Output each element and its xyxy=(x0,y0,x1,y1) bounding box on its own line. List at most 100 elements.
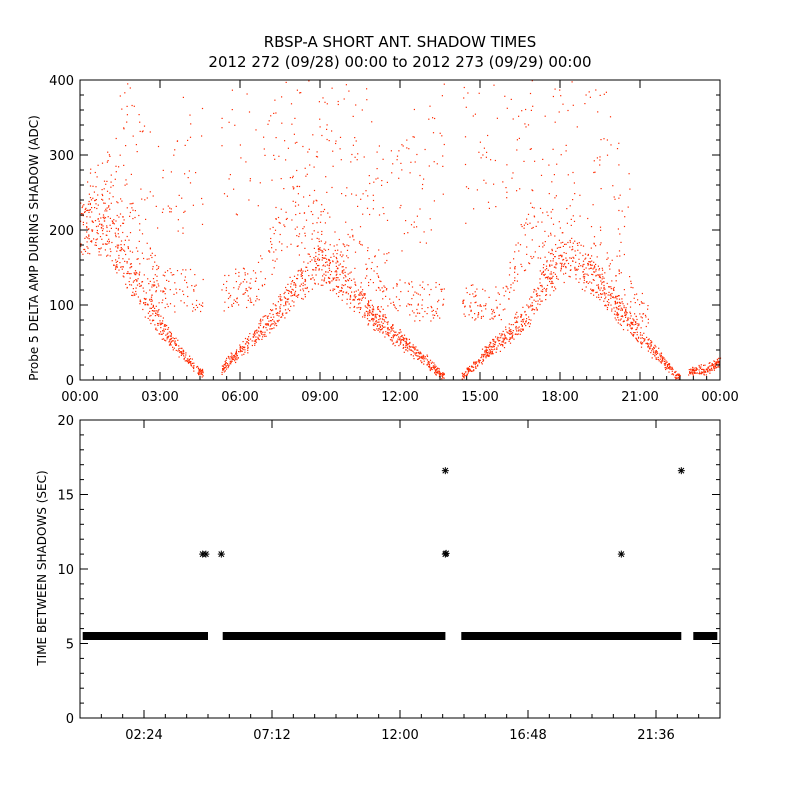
upper-data-point xyxy=(608,291,610,293)
upper-data-point xyxy=(123,244,125,246)
upper-data-point xyxy=(232,358,235,360)
upper-data-point xyxy=(408,348,410,350)
upper-data-point xyxy=(389,339,392,341)
upper-data-point xyxy=(170,208,172,210)
upper-data-point xyxy=(634,302,636,304)
upper-data-point xyxy=(162,274,164,276)
upper-data-point xyxy=(533,313,535,315)
upper-data-point xyxy=(665,368,667,371)
upper-data-point xyxy=(286,298,288,300)
upper-data-point xyxy=(227,355,229,358)
upper-data-point xyxy=(551,248,553,250)
upper-data-point xyxy=(295,295,297,297)
upper-data-point xyxy=(406,338,408,340)
upper-data-point xyxy=(710,365,712,367)
upper-data-point xyxy=(105,243,107,245)
lower-plot-frame xyxy=(79,419,721,719)
upper-data-point xyxy=(231,360,233,362)
upper-data-point xyxy=(629,188,631,190)
upper-data-point xyxy=(649,342,652,344)
upper-data-point xyxy=(363,293,365,295)
upper-data-point xyxy=(98,248,100,250)
upper-data-point xyxy=(618,298,621,300)
upper-data-point xyxy=(222,368,224,370)
upper-data-point xyxy=(224,274,226,277)
upper-data-point xyxy=(345,195,347,197)
upper-data-point xyxy=(636,293,638,295)
upper-data-point xyxy=(251,344,253,347)
upper-data-point xyxy=(96,232,98,234)
upper-data-point xyxy=(279,308,281,310)
upper-data-point xyxy=(599,94,601,96)
upper-data-point xyxy=(415,346,417,348)
upper-data-point xyxy=(477,365,479,367)
upper-data-point xyxy=(329,260,331,262)
upper-data-point xyxy=(668,363,670,365)
upper-data-point xyxy=(224,370,226,372)
upper-data-point xyxy=(129,232,132,234)
upper-data-point xyxy=(694,370,696,372)
upper-data-point xyxy=(239,347,241,349)
upper-data-point xyxy=(661,361,663,363)
upper-data-point xyxy=(184,356,186,358)
upper-data-point xyxy=(705,371,707,373)
upper-data-point xyxy=(654,354,656,356)
upper-data-point xyxy=(517,333,519,335)
upper-data-point xyxy=(352,299,354,301)
upper-data-point xyxy=(609,294,611,296)
upper-data-point xyxy=(332,253,334,255)
upper-points-layer xyxy=(80,80,722,380)
upper-data-point xyxy=(520,315,522,317)
upper-data-point xyxy=(502,287,504,289)
upper-data-point xyxy=(249,178,251,180)
upper-data-point xyxy=(255,330,257,332)
upper-y-tick-label: 400 xyxy=(49,74,74,89)
upper-data-point xyxy=(175,343,177,345)
upper-data-point xyxy=(707,370,709,372)
upper-data-point xyxy=(642,342,644,344)
upper-data-point xyxy=(178,356,180,358)
upper-data-point xyxy=(258,326,260,328)
upper-data-point xyxy=(101,162,104,164)
upper-data-point xyxy=(677,377,679,379)
upper-data-point xyxy=(130,273,132,275)
upper-data-point xyxy=(140,284,142,286)
upper-data-point xyxy=(369,182,371,185)
upper-data-point xyxy=(362,193,364,195)
upper-data-point xyxy=(703,374,705,376)
upper-data-point xyxy=(562,103,564,105)
upper-data-point xyxy=(184,360,186,362)
upper-data-point xyxy=(534,251,536,253)
upper-data-point xyxy=(239,144,241,146)
upper-data-point xyxy=(650,345,652,347)
upper-data-point xyxy=(502,337,504,339)
upper-data-point xyxy=(121,200,123,202)
upper-data-point xyxy=(424,356,426,358)
upper-data-point xyxy=(336,277,338,279)
upper-data-point xyxy=(512,337,514,339)
upper-data-point xyxy=(254,344,256,346)
upper-data-point xyxy=(413,136,415,138)
upper-data-point xyxy=(625,310,627,312)
upper-data-point xyxy=(471,366,473,368)
upper-data-point xyxy=(109,224,111,226)
upper-data-point xyxy=(631,323,633,326)
upper-data-point xyxy=(494,348,496,350)
upper-data-point xyxy=(341,256,343,258)
upper-data-point xyxy=(596,291,598,293)
upper-data-point xyxy=(373,318,375,321)
upper-data-point xyxy=(245,289,247,291)
upper-data-point xyxy=(391,172,393,174)
upper-data-point xyxy=(525,320,527,322)
upper-data-point xyxy=(704,364,706,366)
upper-data-point xyxy=(535,300,537,302)
upper-data-point xyxy=(143,257,145,260)
upper-data-point xyxy=(108,198,110,200)
upper-data-point xyxy=(106,226,108,229)
upper-data-point xyxy=(139,229,141,231)
upper-data-point xyxy=(283,305,285,307)
upper-data-point xyxy=(676,374,678,376)
upper-data-point xyxy=(112,222,114,224)
upper-data-point xyxy=(650,352,652,354)
upper-data-point xyxy=(714,365,716,367)
